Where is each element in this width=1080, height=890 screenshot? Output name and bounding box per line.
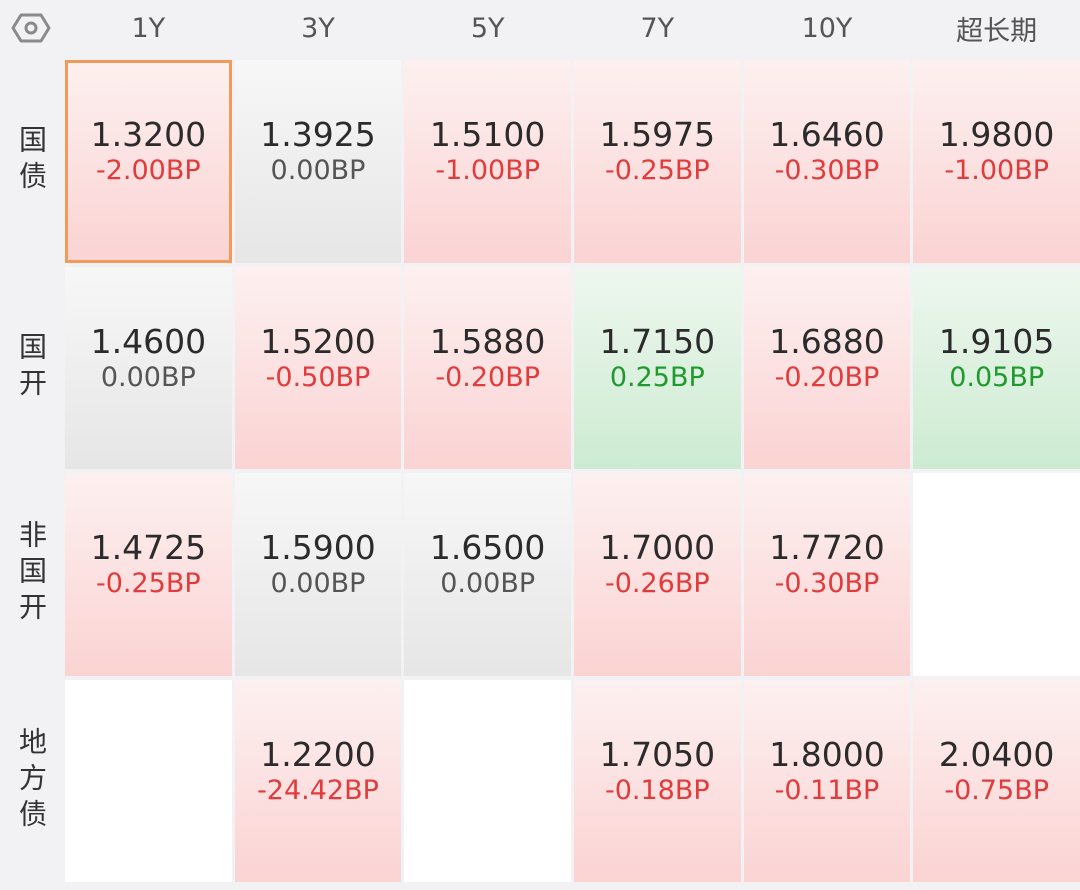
cell-non-cdb-10y[interactable]: 1.7720 -0.30BP (743, 473, 911, 676)
yield-change: 0.00BP (270, 155, 366, 186)
yield-rate: 1.7050 (599, 734, 716, 774)
yield-rate: 1.5975 (599, 115, 716, 154)
row-header-cdb: 国开 (15, 331, 48, 404)
yield-rate: 1.5200 (260, 321, 376, 361)
col-header-1y: 1Y (131, 12, 166, 44)
cell-local-gov-ultra-long[interactable]: 2.0400 -0.75BP (913, 679, 1080, 882)
row-header-treasury: 国债 (15, 125, 48, 198)
yield-change: -0.75BP (944, 774, 1049, 806)
yield-rate: 1.3925 (260, 115, 376, 154)
cell-treasury-7y[interactable]: 1.5975 -0.25BP (574, 60, 741, 263)
col-header-ultra-long: 超长期 (956, 15, 1038, 47)
cell-cdb-ultra-long[interactable]: 1.9105 0.05BP (913, 266, 1080, 469)
yield-rate: 1.4600 (90, 321, 207, 361)
cell-non-cdb-3y[interactable]: 1.5900 0.00BP (234, 473, 402, 676)
row-header-non-cdb: 非国开 (15, 520, 48, 629)
cell-local-gov-7y[interactable]: 1.7050 -0.18BP (574, 679, 741, 882)
cell-local-gov-3y[interactable]: 1.2200 -24.42BP (234, 679, 402, 882)
yield-change: 0.25BP (609, 361, 705, 393)
cell-treasury-ultra-long[interactable]: 1.9800 -1.00BP (913, 60, 1080, 263)
cell-cdb-10y[interactable]: 1.6880 -0.20BP (743, 266, 911, 469)
col-header-3y: 3Y (301, 12, 335, 44)
yield-change: 0.00BP (100, 361, 196, 393)
cell-treasury-5y[interactable]: 1.5100 -1.00BP (404, 60, 571, 263)
cell-treasury-3y[interactable]: 1.3925 0.00BP (234, 60, 402, 263)
yield-change: -0.20BP (435, 361, 540, 393)
yield-change: 0.00BP (270, 568, 366, 599)
yield-change: -0.18BP (604, 774, 710, 806)
yield-change: -0.30BP (774, 155, 880, 186)
yield-rate: 1.5100 (429, 115, 546, 154)
yield-rate: 1.9105 (938, 321, 1055, 361)
settings-button[interactable] (0, 0, 62, 56)
cell-cdb-7y[interactable]: 1.7150 0.25BP (574, 266, 741, 469)
yield-rate: 1.6460 (769, 115, 885, 154)
yield-rate: 1.7150 (599, 321, 716, 361)
cell-non-cdb-5y[interactable]: 1.6500 0.00BP (404, 473, 571, 676)
yield-rate: 1.8000 (769, 734, 885, 774)
yield-change: 0.05BP (949, 361, 1045, 393)
settings-hex-icon (11, 13, 51, 43)
cell-non-cdb-1y[interactable]: 1.4725 -0.25BP (65, 473, 232, 676)
yield-rate: 1.6500 (429, 528, 546, 567)
yield-rate: 1.2200 (260, 734, 376, 774)
yield-change: -0.26BP (604, 568, 710, 599)
cell-non-cdb-ultra-long-empty (913, 473, 1080, 676)
yield-change: -0.30BP (774, 568, 880, 599)
yield-change: -0.11BP (774, 774, 880, 806)
row-header-local-gov: 地方债 (15, 726, 48, 835)
yield-change: -1.00BP (435, 155, 540, 186)
yield-change: 0.00BP (440, 568, 536, 599)
cell-cdb-3y[interactable]: 1.5200 -0.50BP (234, 266, 402, 469)
yield-rate: 1.7000 (599, 528, 716, 567)
yield-rate: 1.5880 (429, 321, 546, 361)
yield-change: -0.20BP (774, 361, 880, 393)
cell-local-gov-1y-empty (65, 679, 232, 882)
yield-rate: 1.4725 (90, 528, 207, 567)
yield-change: -0.25BP (604, 155, 710, 186)
yield-change: -0.25BP (95, 568, 201, 599)
yield-rate: 1.7720 (769, 528, 885, 567)
cell-cdb-1y[interactable]: 1.4600 0.00BP (65, 266, 232, 469)
yield-change: -2.00BP (95, 155, 201, 186)
col-header-5y: 5Y (470, 12, 505, 44)
cell-local-gov-10y[interactable]: 1.8000 -0.11BP (743, 679, 911, 882)
yield-rate: 2.0400 (938, 734, 1055, 774)
yield-change: -0.50BP (265, 361, 371, 393)
yield-change: -24.42BP (257, 774, 379, 806)
cell-treasury-10y[interactable]: 1.6460 -0.30BP (743, 60, 911, 263)
yield-rate: 1.9800 (938, 115, 1055, 154)
col-header-7y: 7Y (640, 12, 675, 44)
cell-local-gov-5y-empty (404, 679, 571, 882)
cell-treasury-1y[interactable]: 1.3200 -2.00BP (65, 60, 232, 263)
yield-rate: 1.5900 (260, 528, 376, 567)
yield-change: -1.00BP (944, 155, 1049, 186)
yield-rate: 1.3200 (90, 115, 207, 154)
yield-rate: 1.6880 (769, 321, 885, 361)
cell-cdb-5y[interactable]: 1.5880 -0.20BP (404, 266, 571, 469)
cell-non-cdb-7y[interactable]: 1.7000 -0.26BP (574, 473, 741, 676)
col-header-10y: 10Y (801, 12, 853, 44)
